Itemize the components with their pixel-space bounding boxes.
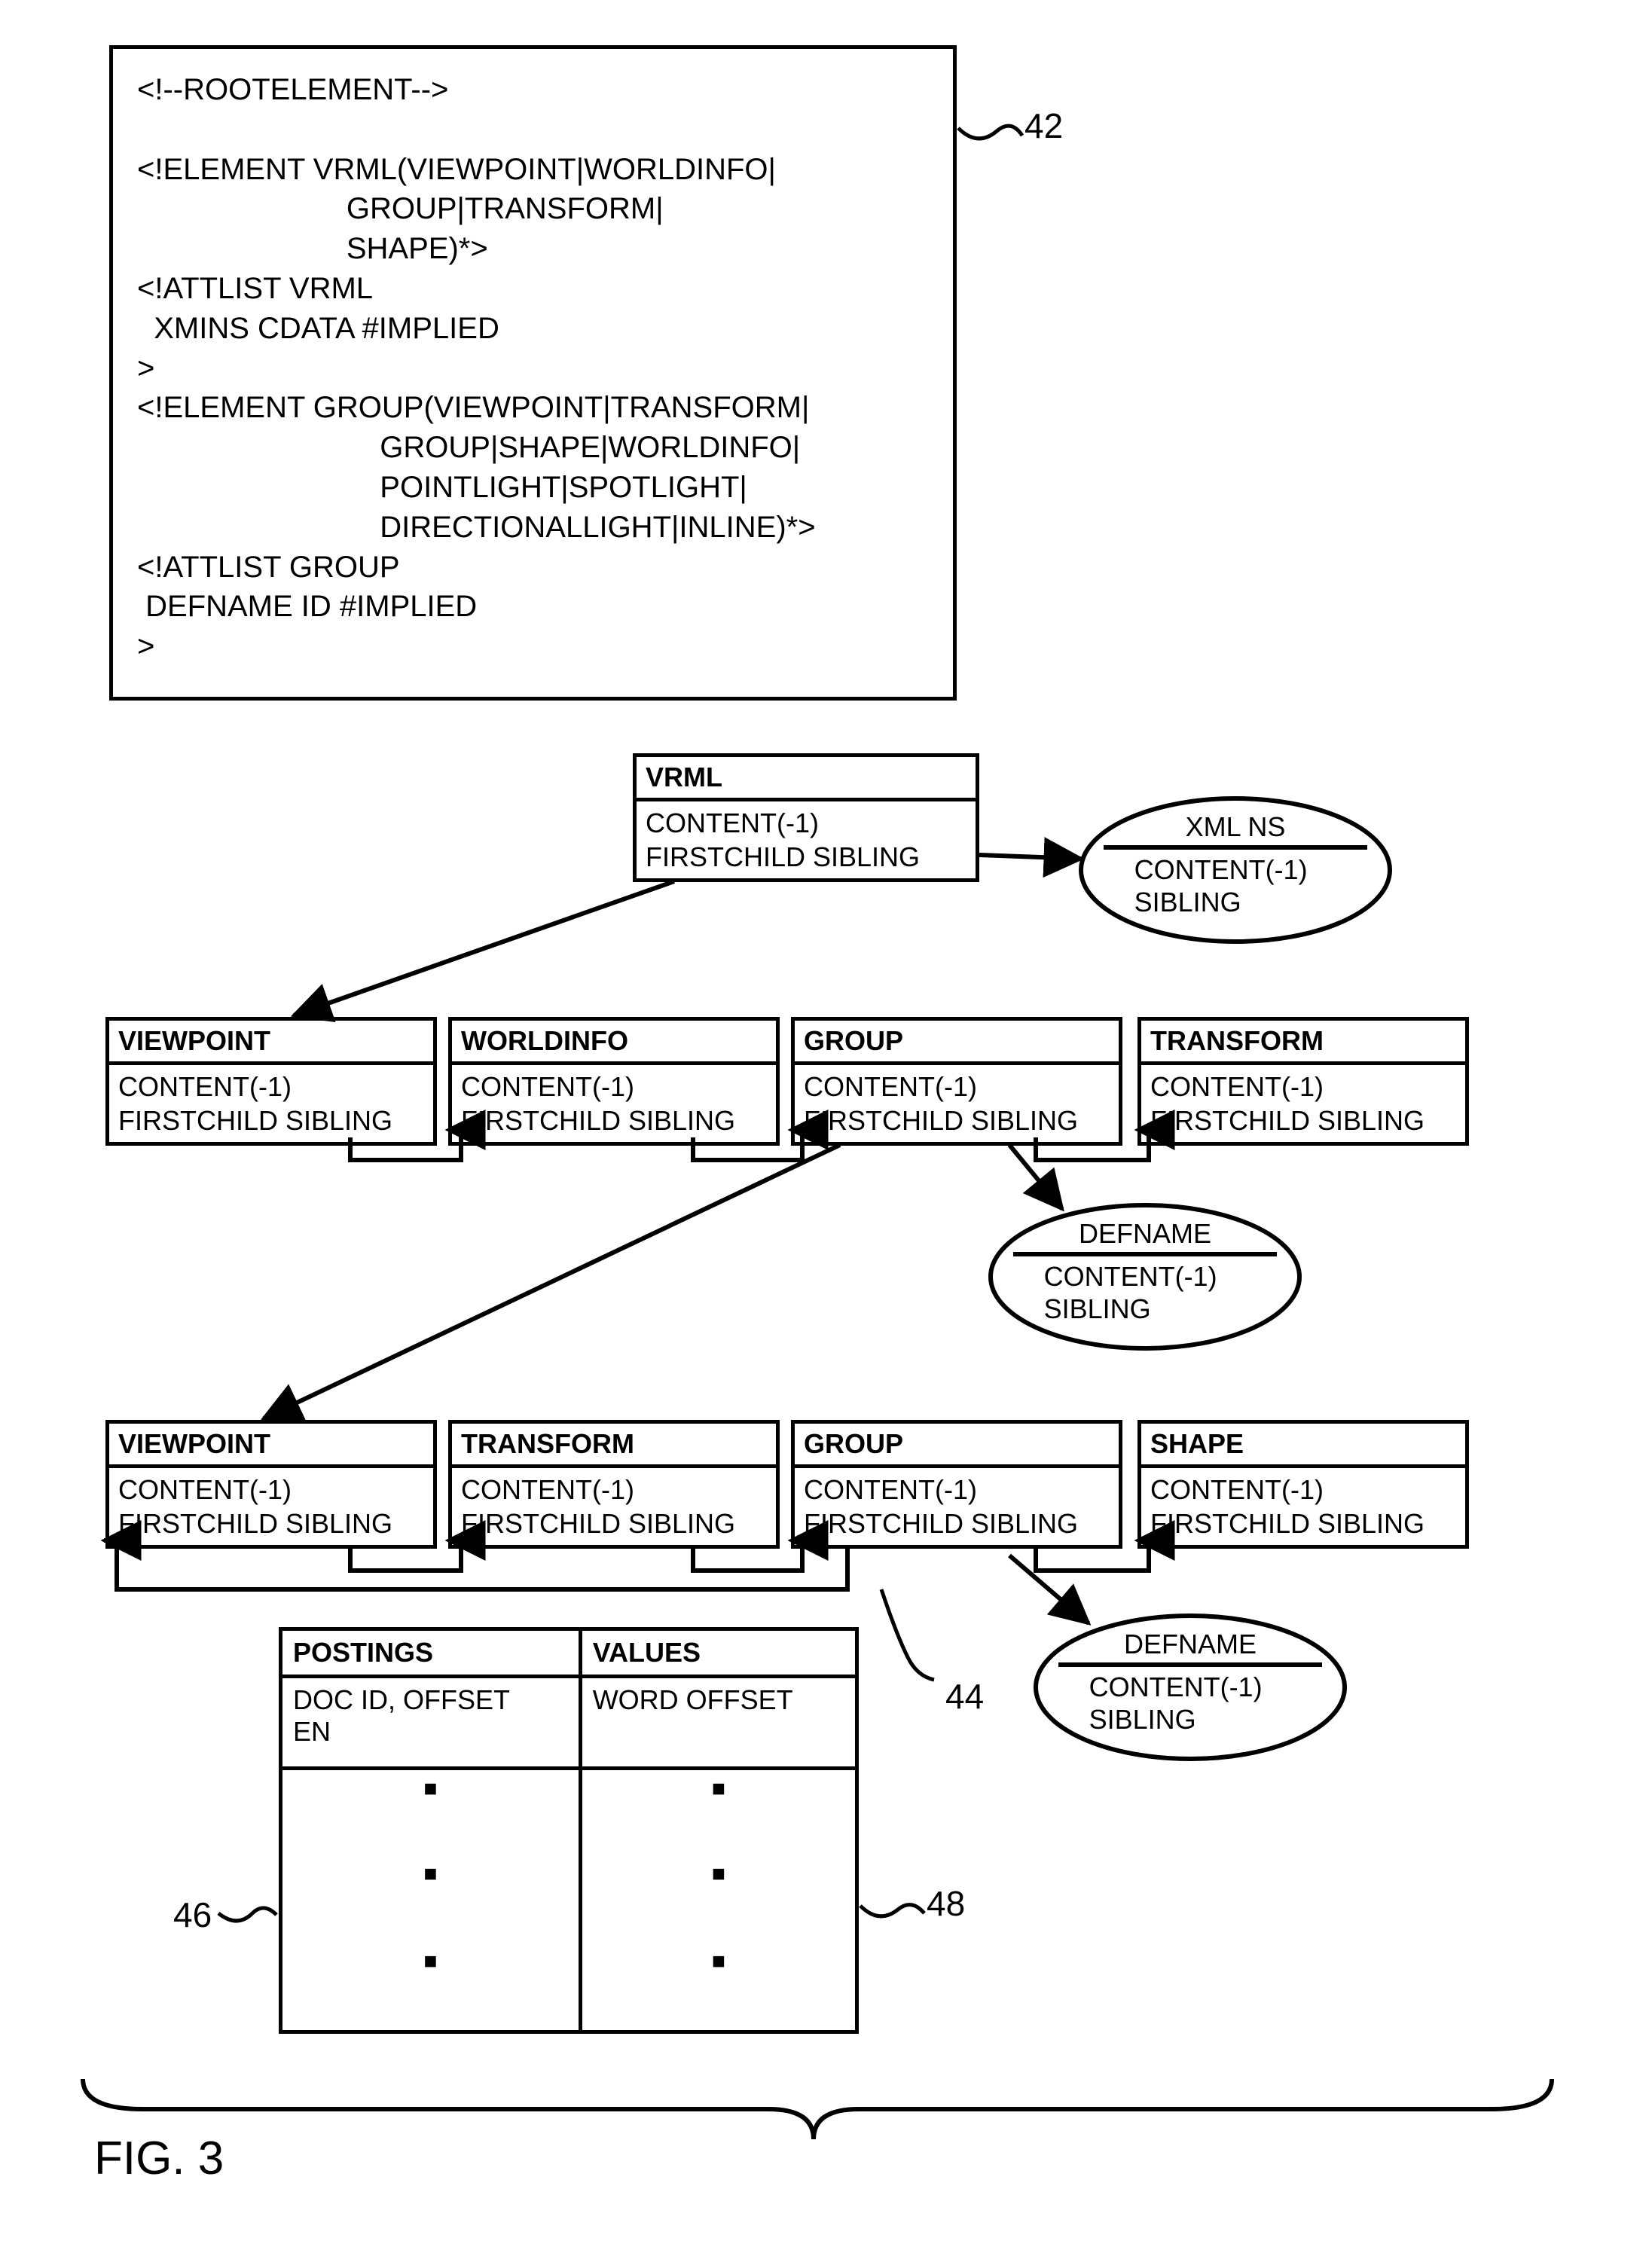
ellipse-body: CONTENT(-1) SIBLING bbox=[987, 1260, 1303, 1325]
dot-cell: ■ bbox=[580, 1855, 855, 1943]
node-children: FIRSTCHILD SIBLING bbox=[461, 1507, 767, 1540]
ellipse-sibling: SIBLING bbox=[1044, 1293, 1303, 1325]
ellipse-sibling: SIBLING bbox=[1134, 886, 1394, 918]
node-title: WORLDINFO bbox=[452, 1021, 776, 1065]
node-content: CONTENT(-1) bbox=[804, 1070, 1110, 1104]
dot-cell: ■ bbox=[580, 1768, 855, 1855]
node-vrml: VRML CONTENT(-1) FIRSTCHILD SIBLING bbox=[633, 753, 979, 882]
node-group-1: GROUP CONTENT(-1) FIRSTCHILD SIBLING bbox=[791, 1017, 1122, 1146]
node-children: FIRSTCHILD SIBLING bbox=[1150, 1507, 1456, 1540]
node-worldinfo: WORLDINFO CONTENT(-1) FIRSTCHILD SIBLING bbox=[448, 1017, 780, 1146]
node-children: FIRSTCHILD SIBLING bbox=[1150, 1104, 1456, 1137]
node-title: TRANSFORM bbox=[452, 1424, 776, 1468]
postings-header: POSTINGS bbox=[282, 1631, 580, 1677]
node-transform-2: TRANSFORM CONTENT(-1) FIRSTCHILD SIBLING bbox=[448, 1420, 780, 1549]
node-title: VIEWPOINT bbox=[109, 1021, 433, 1065]
node-content: CONTENT(-1) bbox=[118, 1070, 424, 1104]
dot-cell: ■ bbox=[580, 1943, 855, 2030]
node-transform-1: TRANSFORM CONTENT(-1) FIRSTCHILD SIBLING bbox=[1137, 1017, 1469, 1146]
node-body: CONTENT(-1) FIRSTCHILD SIBLING bbox=[109, 1468, 433, 1545]
ellipse-title: XML NS bbox=[1077, 811, 1394, 843]
node-title: GROUP bbox=[795, 1424, 1119, 1468]
callout-44: 44 bbox=[945, 1676, 984, 1717]
node-viewpoint-2: VIEWPOINT CONTENT(-1) FIRSTCHILD SIBLING bbox=[105, 1420, 437, 1549]
ellipse-defname-2: DEFNAME CONTENT(-1) SIBLING bbox=[1032, 1612, 1348, 1763]
ellipse-sibling: SIBLING bbox=[1089, 1703, 1348, 1736]
ellipse-title: DEFNAME bbox=[1032, 1629, 1348, 1660]
node-content: CONTENT(-1) bbox=[461, 1473, 767, 1507]
node-children: FIRSTCHILD SIBLING bbox=[461, 1104, 767, 1137]
node-children: FIRSTCHILD SIBLING bbox=[118, 1507, 424, 1540]
node-body: CONTENT(-1) FIRSTCHILD SIBLING bbox=[452, 1065, 776, 1142]
node-title: GROUP bbox=[795, 1021, 1119, 1065]
node-shape: SHAPE CONTENT(-1) FIRSTCHILD SIBLING bbox=[1137, 1420, 1469, 1549]
node-content: CONTENT(-1) bbox=[646, 806, 966, 840]
callout-48: 48 bbox=[927, 1883, 965, 1924]
node-body: CONTENT(-1) FIRSTCHILD SIBLING bbox=[795, 1065, 1119, 1142]
node-children: FIRSTCHILD SIBLING bbox=[804, 1104, 1110, 1137]
values-header: VALUES bbox=[580, 1631, 855, 1677]
dot-cell: ■ bbox=[282, 1943, 580, 2030]
callout-42: 42 bbox=[1024, 105, 1063, 146]
dot-cell: ■ bbox=[282, 1855, 580, 1943]
node-content: CONTENT(-1) bbox=[1150, 1070, 1456, 1104]
node-body: CONTENT(-1) FIRSTCHILD SIBLING bbox=[1141, 1065, 1465, 1142]
node-children: FIRSTCHILD SIBLING bbox=[804, 1507, 1110, 1540]
ellipse-title: DEFNAME bbox=[987, 1218, 1303, 1250]
diagram-canvas: <!--ROOTELEMENT--> <!ELEMENT VRML(VIEWPO… bbox=[30, 30, 1622, 2220]
ellipse-body: CONTENT(-1) SIBLING bbox=[1077, 853, 1394, 918]
node-content: CONTENT(-1) bbox=[804, 1473, 1110, 1507]
node-body: CONTENT(-1) FIRSTCHILD SIBLING bbox=[1141, 1468, 1465, 1545]
node-content: CONTENT(-1) bbox=[461, 1070, 767, 1104]
node-title: SHAPE bbox=[1141, 1424, 1465, 1468]
node-viewpoint-1: VIEWPOINT CONTENT(-1) FIRSTCHILD SIBLING bbox=[105, 1017, 437, 1146]
node-group-2: GROUP CONTENT(-1) FIRSTCHILD SIBLING bbox=[791, 1420, 1122, 1549]
values-subheader: WORD OFFSET bbox=[580, 1677, 855, 1769]
callout-46: 46 bbox=[173, 1894, 212, 1935]
node-title: TRANSFORM bbox=[1141, 1021, 1465, 1065]
node-content: CONTENT(-1) bbox=[118, 1473, 424, 1507]
node-children: FIRSTCHILD SIBLING bbox=[118, 1104, 424, 1137]
node-title: VIEWPOINT bbox=[109, 1424, 433, 1468]
figure-label: FIG. 3 bbox=[94, 2132, 224, 2185]
ellipse-defname-1: DEFNAME CONTENT(-1) SIBLING bbox=[987, 1201, 1303, 1352]
ellipse-body: CONTENT(-1) SIBLING bbox=[1032, 1671, 1348, 1736]
node-title: VRML bbox=[637, 757, 976, 801]
postings-values-table: POSTINGS VALUES DOC ID, OFFSET EN WORD O… bbox=[279, 1627, 859, 2034]
dot-cell: ■ bbox=[282, 1768, 580, 1855]
ellipse-content: CONTENT(-1) bbox=[1134, 853, 1394, 886]
node-body: CONTENT(-1) FIRSTCHILD SIBLING bbox=[795, 1468, 1119, 1545]
ellipse-xmlns: XML NS CONTENT(-1) SIBLING bbox=[1077, 795, 1394, 945]
node-body: CONTENT(-1) FIRSTCHILD SIBLING bbox=[637, 801, 976, 878]
postings-subheader: DOC ID, OFFSET EN bbox=[282, 1677, 580, 1769]
ellipse-content: CONTENT(-1) bbox=[1089, 1671, 1348, 1703]
node-content: CONTENT(-1) bbox=[1150, 1473, 1456, 1507]
dtd-code-box: <!--ROOTELEMENT--> <!ELEMENT VRML(VIEWPO… bbox=[109, 45, 957, 701]
ellipse-content: CONTENT(-1) bbox=[1044, 1260, 1303, 1293]
node-body: CONTENT(-1) FIRSTCHILD SIBLING bbox=[452, 1468, 776, 1545]
node-children: FIRSTCHILD SIBLING bbox=[646, 840, 966, 874]
node-body: CONTENT(-1) FIRSTCHILD SIBLING bbox=[109, 1065, 433, 1142]
